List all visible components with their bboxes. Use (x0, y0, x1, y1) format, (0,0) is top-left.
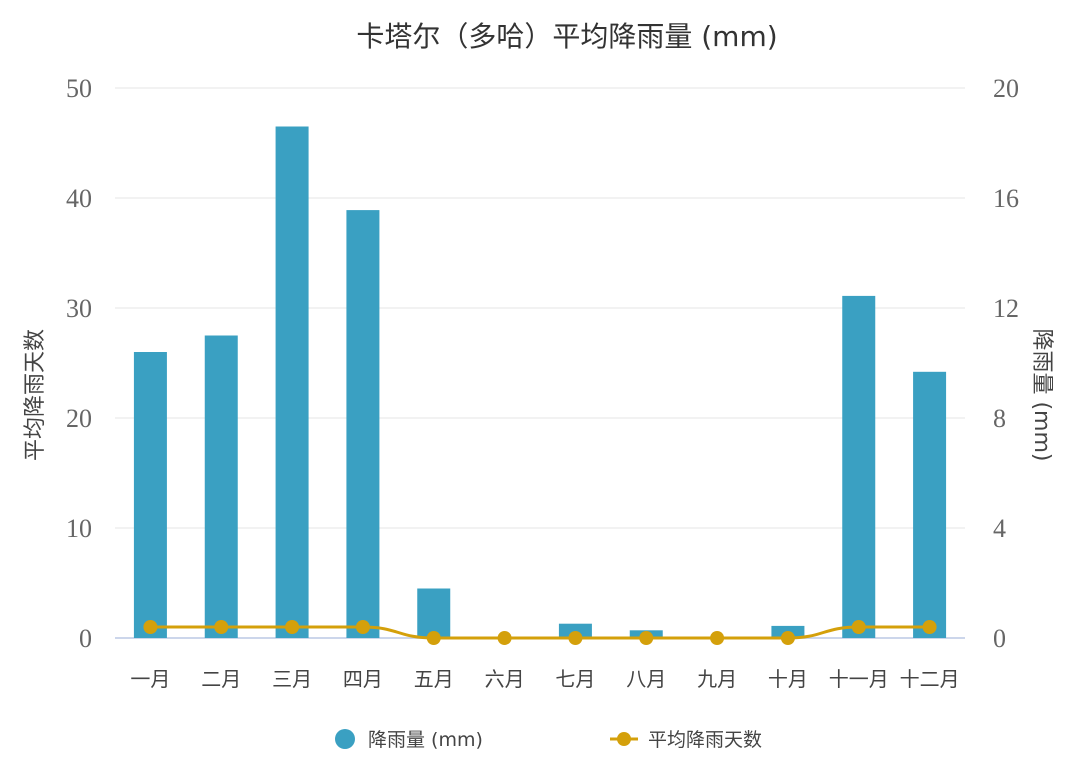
bar (133, 352, 167, 638)
x-tick-label: 七月 (555, 667, 595, 691)
x-tick-label: 十二月 (900, 667, 960, 691)
y-left-axis-title: 平均降雨天数 (23, 329, 48, 461)
bar (842, 295, 876, 638)
y-right-tick-label: 4 (993, 514, 1006, 543)
bar (417, 588, 451, 638)
y-right-tick-label: 12 (993, 294, 1019, 323)
bar (913, 371, 947, 638)
y-right-tick-label: 0 (993, 624, 1006, 653)
legend-label-rainfall: 降雨量 (mm) (368, 729, 483, 751)
y-right-axis-title: 降雨量 (mm) (1029, 328, 1054, 461)
line-point (426, 631, 441, 645)
x-tick-label: 九月 (697, 667, 737, 691)
line-point (851, 620, 866, 634)
y-left-tick-label: 10 (66, 514, 92, 543)
x-tick-label: 八月 (626, 667, 666, 691)
y-right-tick-label: 16 (993, 184, 1019, 213)
x-tick-label: 十月 (768, 667, 808, 691)
x-tick-label: 四月 (343, 667, 383, 691)
y-left-tick-label: 0 (79, 624, 92, 653)
line-point (568, 631, 583, 645)
line-point (780, 631, 795, 645)
y-left-tick-label: 20 (66, 404, 92, 433)
legend-label-rain-days: 平均降雨天数 (648, 729, 762, 751)
y-left-tick-label: 30 (66, 294, 92, 323)
bar (275, 126, 309, 638)
legend-swatch-bar (335, 729, 355, 749)
bar (558, 623, 592, 638)
line-point (710, 631, 725, 645)
y-right-tick-label: 20 (993, 74, 1019, 103)
x-tick-label: 六月 (485, 667, 525, 691)
line-point (214, 620, 229, 634)
line-point (639, 631, 654, 645)
x-tick-label: 一月 (130, 667, 170, 691)
line-point (143, 620, 158, 634)
x-tick-label: 五月 (414, 667, 454, 691)
y-left-tick-label: 40 (66, 184, 92, 213)
y-left-tick-label: 50 (66, 74, 92, 103)
bar (204, 335, 238, 638)
bar (346, 210, 380, 638)
x-tick-label: 三月 (272, 667, 312, 691)
line-point (497, 631, 512, 645)
legend: 降雨量 (mm) 平均降雨天数 (335, 729, 762, 751)
series-line (150, 625, 930, 640)
legend-item-rainfall[interactable]: 降雨量 (mm) (335, 729, 483, 751)
chart-title: 卡塔尔（多哈）平均降雨量 (mm) (356, 20, 777, 53)
legend-item-rain-days[interactable]: 平均降雨天数 (610, 729, 762, 751)
legend-swatch-marker (617, 732, 631, 746)
x-tick-label: 十一月 (829, 667, 889, 691)
y-right-tick-label: 8 (993, 404, 1006, 433)
line-point (355, 620, 370, 634)
line-point (922, 620, 937, 634)
line-point (285, 620, 300, 634)
x-tick-label: 二月 (201, 667, 241, 691)
